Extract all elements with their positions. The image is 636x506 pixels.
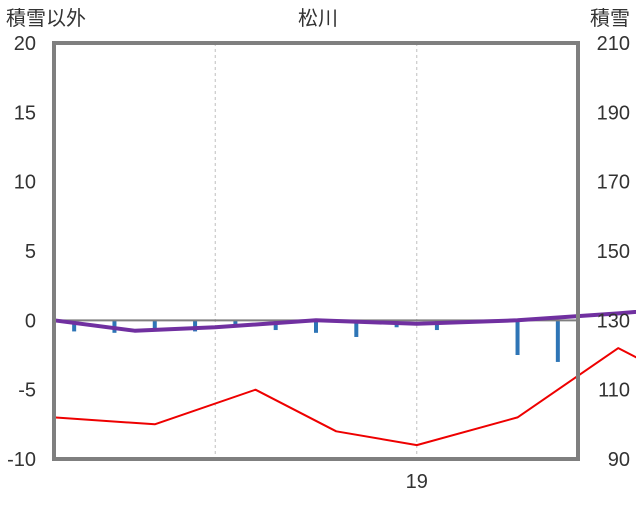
left-axis-label: 積雪以外: [6, 7, 86, 30]
precip-bar-11: [555, 320, 560, 362]
precip-bar-5: [273, 320, 278, 331]
left-tick-label: 10: [14, 172, 36, 194]
precip-bar-10: [515, 320, 520, 355]
precip-bar-7: [354, 320, 359, 337]
x-tick-label: 19: [406, 471, 428, 493]
left-tick-label: 20: [14, 33, 36, 55]
right-tick-label: 110: [598, 380, 630, 402]
temperature-line: [53, 347, 636, 447]
left-tick-label: -10: [7, 449, 36, 471]
grid-layer: [214, 43, 418, 459]
left-axis-ticks: 20 15 10 5 0 -5 -10: [7, 33, 36, 471]
right-axis-label: 積雪: [590, 7, 630, 30]
precip-bar-4: [233, 320, 238, 328]
precip-bar-9: [434, 320, 439, 331]
right-tick-label: 150: [597, 241, 630, 263]
chart-title: 松川: [298, 7, 338, 30]
precip-bar-3: [193, 320, 198, 332]
right-axis-ticks: 210 190 170 150 130 110 90: [597, 33, 630, 471]
x-axis-ticks: 19222528369121518: [406, 471, 428, 493]
right-tick-label: 210: [597, 33, 630, 55]
right-tick-label: 90: [608, 449, 630, 471]
right-tick-label: 130: [597, 310, 630, 332]
precip-bar-2: [152, 320, 157, 329]
left-tick-label: 15: [14, 102, 36, 124]
plot-frame: [52, 41, 580, 461]
left-tick-label: -5: [18, 380, 36, 402]
precip-bar-0: [72, 320, 77, 332]
right-tick-label: 170: [597, 172, 630, 194]
snow-depth-line: [53, 309, 636, 333]
left-tick-label: 0: [25, 310, 36, 332]
series-lines: [53, 309, 636, 447]
right-tick-label: 190: [597, 102, 630, 124]
precip-bar-6: [314, 320, 318, 333]
left-tick-label: 5: [25, 241, 36, 263]
